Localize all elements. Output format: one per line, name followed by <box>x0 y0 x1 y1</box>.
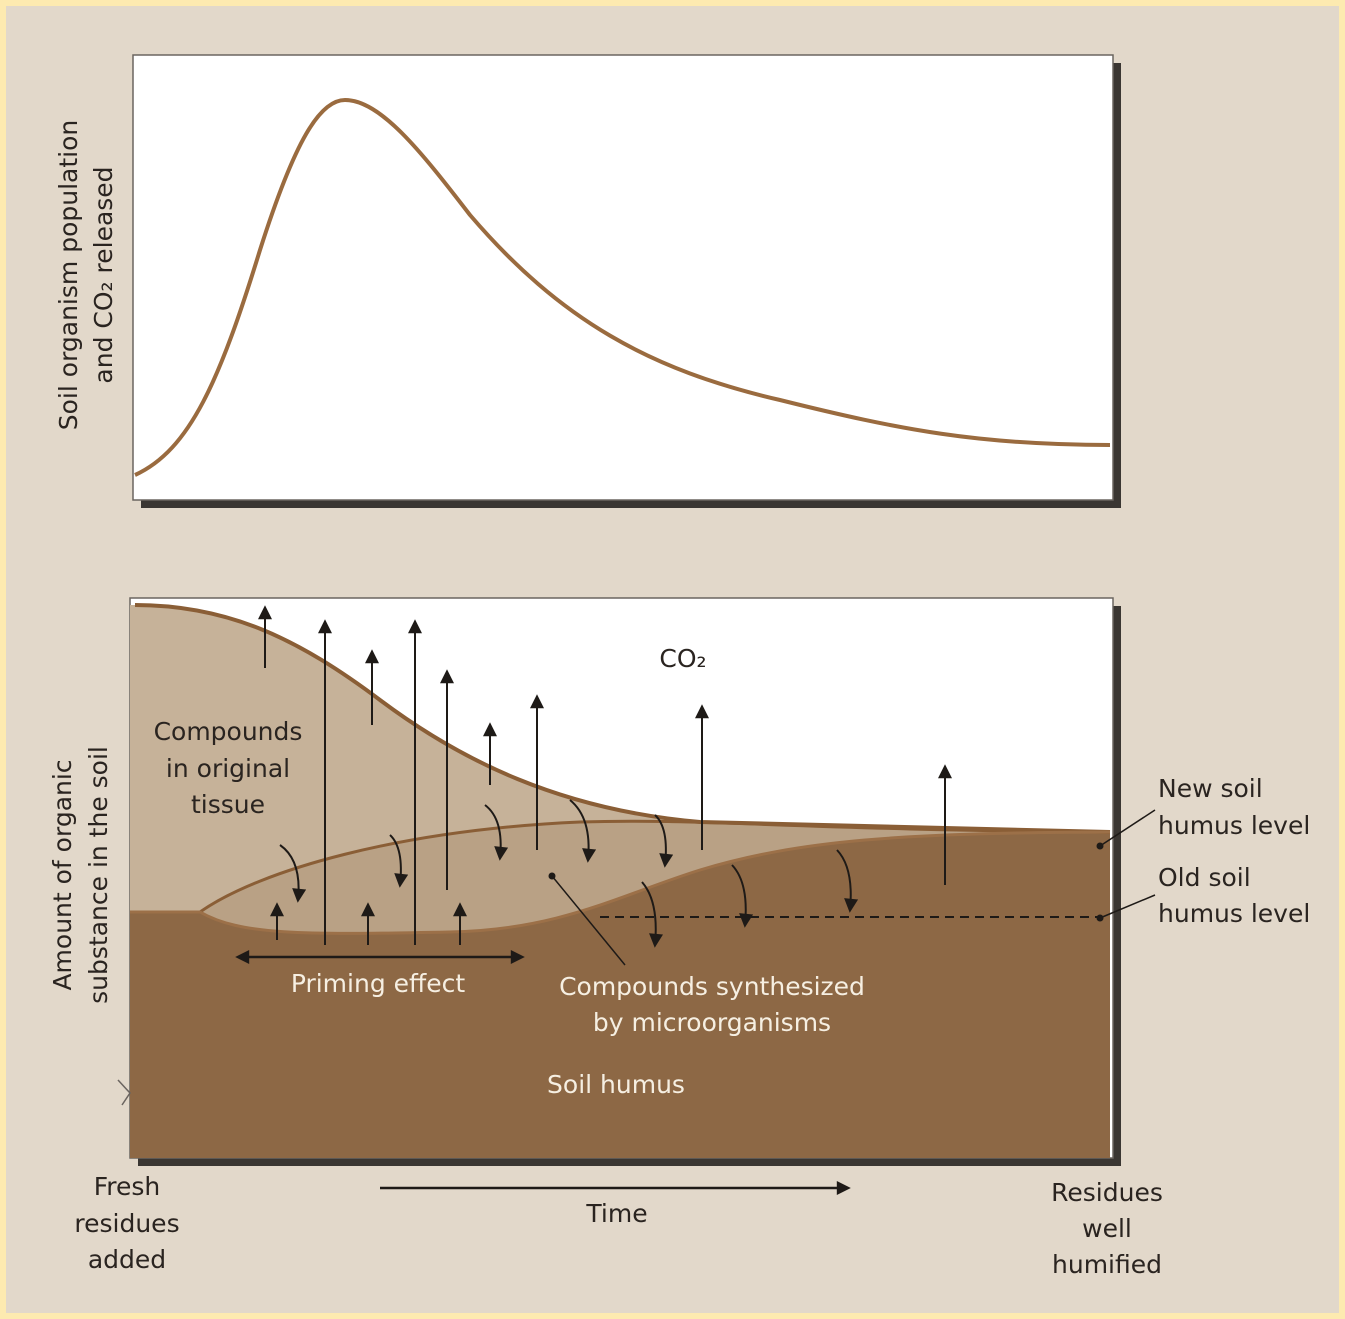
old-level-label: Old soil <box>1158 863 1251 892</box>
y-label: substance in the soil <box>84 746 113 1004</box>
co2-label: CO₂ <box>659 644 706 673</box>
time-label: Time <box>585 1199 647 1228</box>
y-label: and CO₂ released <box>89 166 118 383</box>
priming-label: Priming effect <box>291 969 466 998</box>
tissue-label: in original <box>166 754 290 783</box>
start-label: Fresh <box>94 1172 161 1201</box>
top-panel <box>133 55 1113 500</box>
start-label: residues <box>74 1209 179 1238</box>
soil-humus-label: Soil humus <box>547 1070 685 1099</box>
new-level-label: humus level <box>1158 811 1310 840</box>
leader-dot <box>1097 915 1104 922</box>
leader-dot <box>549 873 556 880</box>
tissue-label: Compounds <box>154 717 303 746</box>
start-label: added <box>88 1245 166 1274</box>
leader-dot <box>1097 843 1104 850</box>
end-label: well <box>1082 1214 1132 1243</box>
synthesized-label: by microorganisms <box>593 1008 831 1037</box>
end-label: humified <box>1052 1250 1162 1279</box>
figure: Soil organism population and CO₂ release… <box>0 0 1345 1319</box>
tissue-label: tissue <box>191 790 265 819</box>
synthesized-label: Compounds synthesized <box>559 972 865 1001</box>
y-label: Amount of organic <box>48 759 77 990</box>
end-label: Residues <box>1051 1178 1163 1207</box>
page: Soil organism population and CO₂ release… <box>0 0 1345 1319</box>
y-label: Soil organism population <box>54 120 83 430</box>
old-level-label: humus level <box>1158 899 1310 928</box>
new-level-label: New soil <box>1158 774 1263 803</box>
